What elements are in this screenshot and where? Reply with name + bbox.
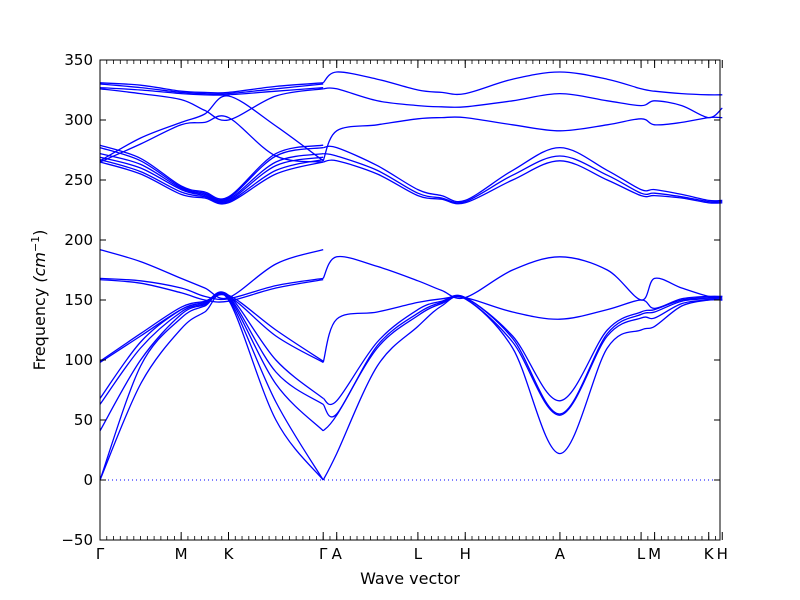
x-tick-label-m: M: [648, 545, 661, 563]
y-tick-label: 250: [64, 171, 93, 189]
band-line-11: [99, 161, 324, 205]
x-tick-label-l: L: [637, 545, 646, 563]
band-line-9: [99, 277, 324, 301]
x-tick-label-a: A: [332, 545, 343, 563]
band-line-27: [322, 295, 723, 363]
band-line-10: [99, 248, 324, 300]
y-tick-label: −50: [61, 531, 93, 549]
y-tick-label: 50: [74, 411, 93, 429]
y-ticks: −50 0 50 100 150 200 250 300 350: [61, 51, 720, 549]
band-line-2: [99, 292, 324, 481]
band-line-30: [323, 152, 723, 204]
band-series-group: [99, 71, 723, 481]
band-line-14: [99, 152, 324, 202]
band-line-29: [323, 159, 723, 205]
band-line-16: [99, 144, 324, 200]
x-tick-label-h: H: [460, 545, 471, 563]
band-line-7: [99, 293, 324, 362]
band-line-25: [322, 294, 723, 418]
band-line-4: [99, 291, 324, 405]
plot-frame: [99, 59, 721, 541]
band-line-34: [322, 71, 723, 96]
x-tick-label-k: K: [704, 545, 715, 563]
y-axis-unit-exponent: −1: [29, 236, 42, 252]
band-line-18: [99, 95, 324, 162]
band-line-1: [99, 292, 324, 481]
band-line-24: [322, 295, 723, 432]
y-tick-label: 150: [64, 291, 93, 309]
band-line-3: [99, 292, 324, 432]
band-line-19: [99, 88, 324, 122]
x-minor-ticks: [106, 60, 716, 540]
band-line-31: [323, 145, 723, 203]
band-line-28: [322, 255, 723, 301]
band-line-23: [322, 295, 723, 481]
y-axis-unit-close: ): [30, 230, 49, 236]
band-line-17: [99, 115, 324, 163]
band-line-26: [322, 294, 723, 406]
y-tick-label: 300: [64, 111, 93, 129]
x-axis-title: Wave vector: [360, 569, 460, 588]
band-line-21: [99, 83, 324, 95]
x-tick-label-l: L: [414, 545, 423, 563]
y-tick-label: 200: [64, 231, 93, 249]
y-tick-label: 0: [83, 471, 93, 489]
x-tick-label-a: A: [555, 545, 566, 563]
x-tick-label-γ: Γ: [96, 545, 105, 563]
band-line-22: [99, 82, 324, 94]
x-tick-label-m: M: [175, 545, 188, 563]
band-line-6: [99, 294, 324, 363]
band-line-8: [99, 278, 324, 303]
band-line-20: [99, 86, 324, 96]
y-tick-label: 350: [64, 51, 93, 69]
x-tick-label-γ: Γ: [319, 545, 328, 563]
y-axis-title: Frequency (cm−1): [29, 230, 49, 371]
band-line-32: [322, 116, 723, 162]
x-tick-label-k: K: [224, 545, 235, 563]
y-axis-unit-open: (cm: [30, 252, 49, 283]
band-line-33: [323, 87, 723, 119]
x-tick-label-h: H: [717, 545, 728, 563]
band-line-12: [99, 158, 324, 204]
y-axis-title-text: Frequency: [30, 283, 49, 371]
y-tick-label: 100: [64, 351, 93, 369]
band-line-13: [99, 156, 324, 203]
